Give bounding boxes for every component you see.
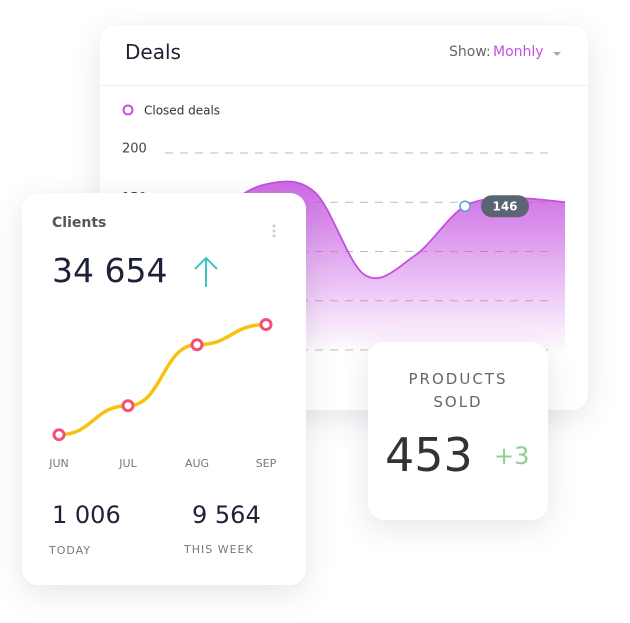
x-tick-label: AUG bbox=[185, 457, 209, 470]
week-value: 9 564 bbox=[192, 501, 261, 529]
line bbox=[57, 322, 268, 437]
x-tick-label: JUN bbox=[48, 457, 69, 470]
legend-label: Closed deals bbox=[144, 104, 220, 118]
legend-marker bbox=[122, 104, 134, 116]
products-change: +3 bbox=[494, 442, 530, 470]
show-label: Show: bbox=[449, 44, 491, 60]
dropdown-arrow[interactable] bbox=[552, 51, 562, 57]
tooltip bbox=[481, 195, 529, 218]
up-arrow bbox=[194, 256, 218, 287]
divider bbox=[100, 85, 588, 86]
clients-total: 34 654 bbox=[52, 251, 168, 290]
clients-card: Clients 34 654 JUN JUL AUG SEP 1 006 TODAY … bbox=[22, 193, 306, 585]
point bbox=[259, 318, 273, 331]
clients-title: Clients bbox=[52, 215, 107, 231]
today-label: TODAY bbox=[49, 544, 92, 557]
y-tick-label: 200 bbox=[122, 142, 147, 157]
menu-dots[interactable] bbox=[271, 224, 277, 240]
products-title: PRODUCTS SOLD bbox=[408, 370, 508, 411]
x-tick-label: SEP bbox=[256, 457, 277, 470]
today-value: 1 006 bbox=[52, 501, 121, 529]
point bbox=[121, 399, 135, 413]
point bbox=[190, 338, 204, 352]
period-select[interactable]: Monhly bbox=[493, 44, 544, 60]
x-tick-label: JUL bbox=[118, 457, 137, 470]
products-card: PRODUCTS SOLD 453 +3 bbox=[368, 342, 548, 520]
deals-title: Deals bbox=[125, 40, 181, 64]
point bbox=[52, 428, 66, 442]
value-label: 146 bbox=[492, 200, 517, 214]
products-value: 453 bbox=[385, 428, 473, 482]
week-label: THIS WEEK bbox=[184, 543, 254, 556]
point bbox=[459, 200, 471, 212]
clients-chart: JUN JUL AUG SEP bbox=[48, 318, 277, 470]
